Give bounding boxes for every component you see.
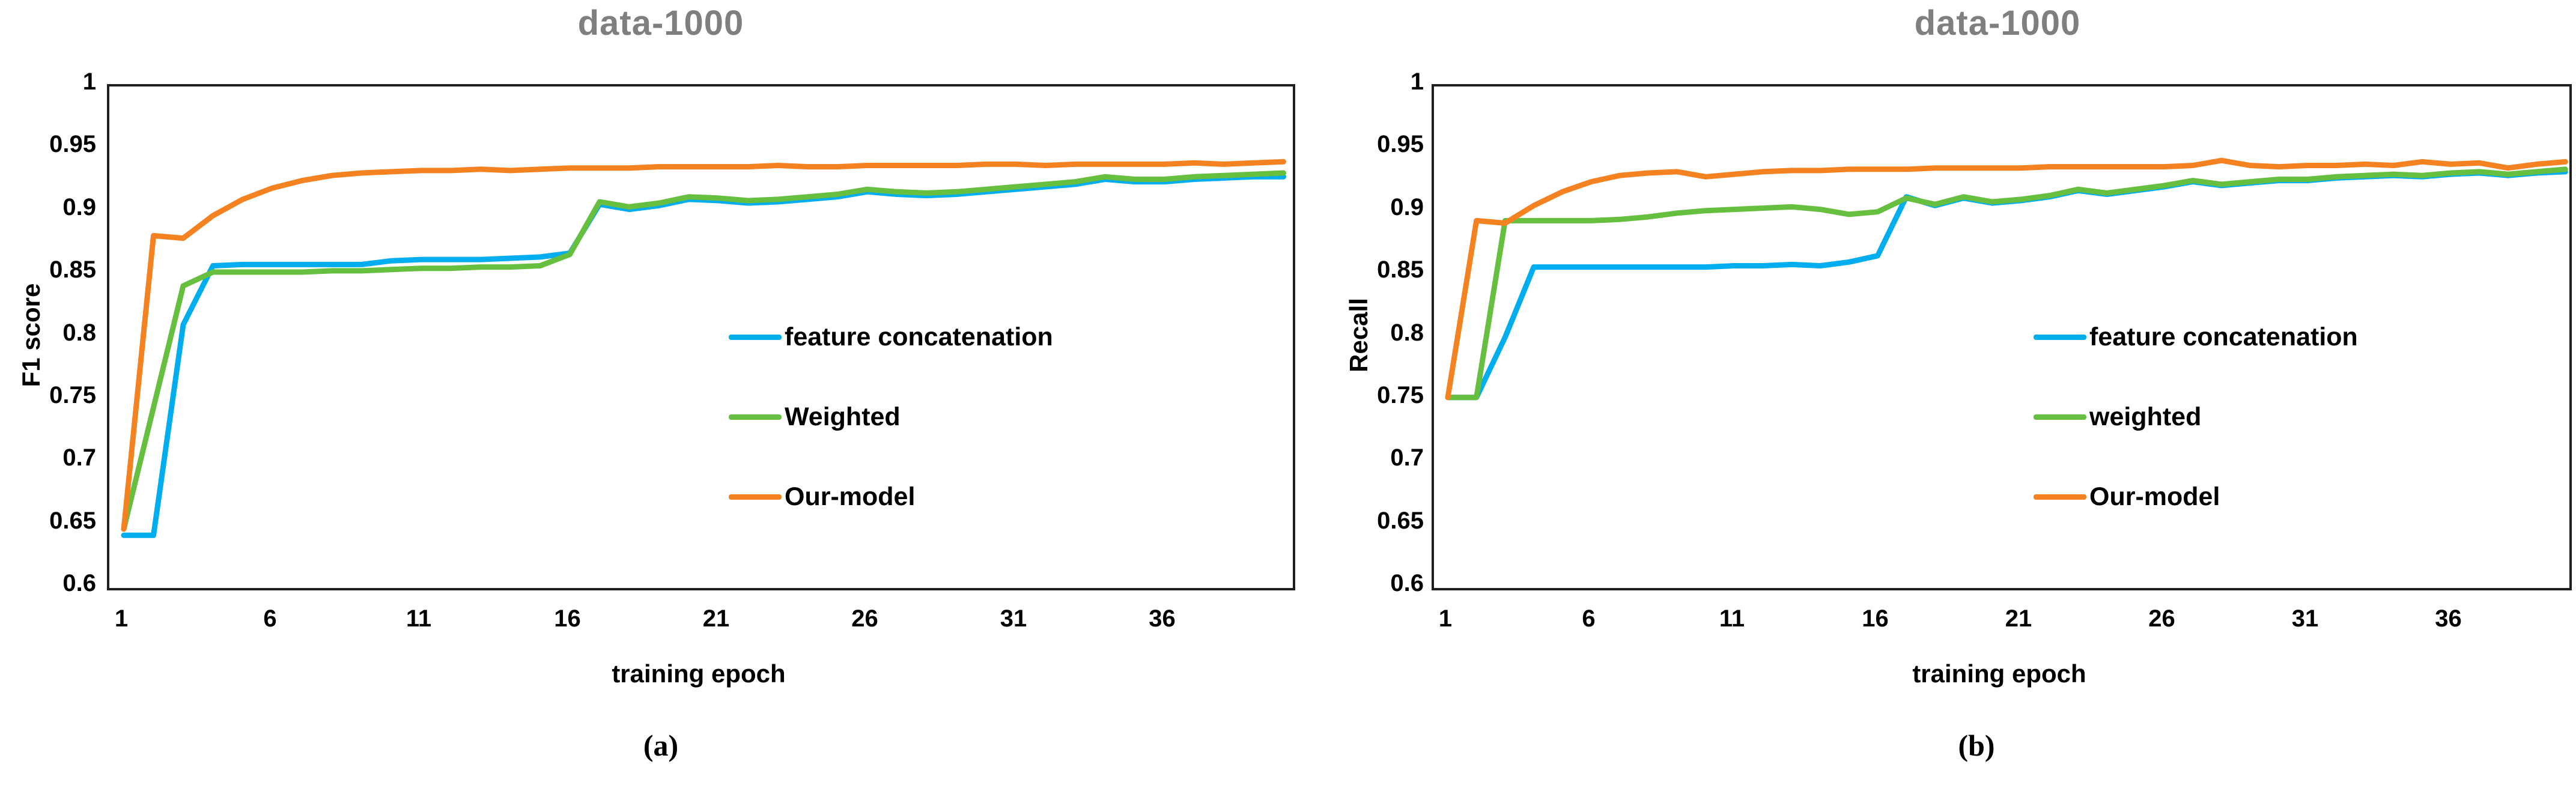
series-line-weighted	[121, 170, 1286, 532]
y-tick-label: 0.75	[49, 381, 96, 408]
x-tick-label: 36	[1149, 605, 1176, 632]
x-tick-label: 31	[2291, 605, 2319, 632]
x-tick-label: 16	[1862, 605, 1889, 632]
x-tick-label: 26	[2148, 605, 2175, 632]
y-tick-label: 0.7	[1390, 444, 1424, 471]
y-axis-ticks: 1 0.95 0.9 0.85 0.8 0.75 0.7 0.65 0.6	[1328, 68, 1424, 596]
x-axis-title: training epoch	[1912, 659, 2086, 688]
legend-line-swatch	[2034, 494, 2086, 500]
y-tick-label: 0.85	[1377, 256, 1424, 283]
y-tick-label: 0.65	[1377, 507, 1424, 534]
y-tick-label: 0.75	[1377, 381, 1424, 408]
x-tick-label: 36	[2435, 605, 2462, 632]
x-tick-label: 6	[1582, 605, 1596, 632]
legend-item: weighted	[2034, 404, 2201, 430]
y-tick-label: 0.9	[1390, 193, 1424, 220]
series-lines	[1445, 157, 2568, 401]
x-tick-label: 1	[114, 605, 129, 632]
x-tick-label: 1	[1438, 605, 1453, 632]
series-line-our-model	[121, 159, 1286, 532]
legend-item: Weighted	[729, 404, 901, 430]
y-tick-label: 0.6	[62, 570, 96, 596]
legend-item: Our-model	[2034, 484, 2220, 510]
x-axis-ticks: 1 6 11 16 21 26 31 36	[107, 605, 1290, 641]
y-tick-label: 0.9	[62, 193, 96, 220]
series-line-feature-concatenation	[1445, 169, 2568, 401]
series-lines	[121, 159, 1286, 538]
legend-line-swatch	[2034, 335, 2086, 340]
legend-label: weighted	[2089, 402, 2202, 431]
x-tick-label: 16	[554, 605, 581, 632]
legend-item: feature concatenation	[2034, 324, 2358, 350]
legend-label: feature concatenation	[785, 323, 1053, 351]
legend-label: feature concatenation	[2089, 323, 2358, 351]
legend-label: Weighted	[785, 402, 901, 431]
y-tick-label: 0.8	[1390, 319, 1424, 346]
x-tick-label: 6	[263, 605, 277, 632]
series-line-feature-concatenation	[121, 174, 1286, 538]
plot-area	[107, 84, 1295, 590]
y-axis-ticks: 1 0.95 0.9 0.85 0.8 0.75 0.7 0.65 0.6	[0, 68, 96, 596]
chart-panel-b: data-1000 Recall 1 0.95 0.9 0.85 0.8 0.75 0.7 0…	[1322, 0, 2576, 791]
x-tick-label: 21	[702, 605, 730, 632]
x-tick-label: 11	[406, 605, 432, 632]
legend-line-swatch	[729, 335, 782, 340]
legend-line-swatch	[729, 494, 782, 500]
x-tick-label: 31	[1000, 605, 1027, 632]
legend-label: Our-model	[785, 482, 916, 511]
y-tick-label: 0.95	[49, 131, 96, 158]
y-tick-label: 0.95	[1377, 131, 1424, 158]
legend-line-swatch	[2034, 414, 2086, 420]
y-tick-label: 0.8	[62, 319, 96, 346]
x-tick-label: 21	[2005, 605, 2032, 632]
legend-item: Our-model	[729, 484, 915, 510]
x-tick-label: 11	[1719, 605, 1745, 632]
subfigure-caption: (b)	[1958, 729, 1995, 762]
y-tick-label: 0.85	[49, 256, 96, 283]
plot-area	[1432, 84, 2572, 590]
y-tick-label: 1	[1410, 68, 1424, 95]
x-tick-label: 26	[851, 605, 878, 632]
series-line-our-model	[1445, 157, 2568, 401]
chart-panel-a: data-1000 F1 score 1 0.95 0.9 0.85 0.8 0.75 0.…	[0, 4, 1295, 762]
legend-item: feature concatenation	[729, 324, 1053, 350]
y-tick-label: 0.6	[1390, 570, 1424, 596]
legend-label: Our-model	[2089, 482, 2220, 511]
chart-title: data-1000	[577, 4, 744, 43]
x-axis-title: training epoch	[612, 659, 786, 688]
series-line-weighted	[1445, 166, 2568, 401]
legend-line-swatch	[729, 414, 782, 420]
y-tick-label: 0.65	[49, 507, 96, 534]
chart-title: data-1000	[1914, 4, 2081, 43]
y-tick-label: 0.7	[62, 444, 96, 471]
y-tick-label: 1	[82, 68, 96, 95]
x-axis-ticks: 1 6 11 16 21 26 31 36	[1432, 605, 2567, 641]
subfigure-caption: (a)	[643, 729, 679, 762]
